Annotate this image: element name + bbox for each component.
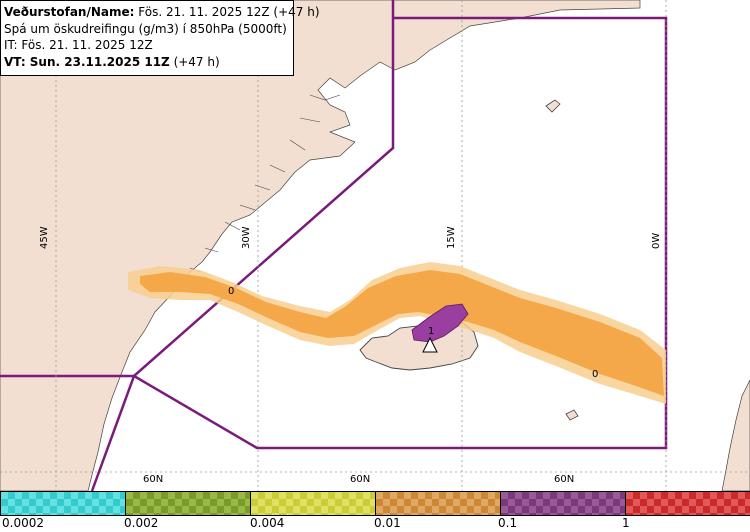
issue-time: IT: Fös. 21. 11. 2025 12Z [4,38,153,52]
valid-time-line: VT: Sun. 23.11.2025 11Z (+47 h) [4,54,293,71]
colorbar-segment [0,491,126,516]
colorbar-label: 0.002 [124,516,159,530]
faroe-islands [565,409,579,421]
colorbar-label: 0.01 [374,516,401,530]
model-domain-boundary [0,0,668,491]
valid-time-bold: VT: Sun. 23.11.2025 11Z [4,54,170,69]
colorbar-segment [125,491,251,516]
colorbar-segment [625,491,750,516]
graticule [0,0,750,491]
forecast-description: Spá um öskudreifingu (g/m3) í 850hPa (50… [4,21,287,36]
lat-label-left: 60N [143,474,163,485]
lat-label-right: 60N [554,474,574,485]
map-canvas: 45W 30W 15W 0W 60N 60N 60N 0 0 1 [0,0,750,491]
forecast-info-box: Veðurstofan/Name: Fös. 21. 11. 2025 12Z … [0,0,320,76]
lon-label-30w: 30W [241,226,252,249]
greenland-landmass [0,0,641,491]
ash-plume-halo [128,262,666,404]
colorbar-segment [500,491,626,516]
colorbar-labels: 0.0002 0.002 0.004 0.01 0.1 1 [0,516,750,532]
title-line: Veðurstofan/Name: Fös. 21. 11. 2025 12Z … [4,4,320,21]
colorbar-segment [375,491,501,516]
contour-label-core: 1 [428,326,434,337]
valid-time-rest: (+47 h) [169,54,220,69]
norway-coast [721,379,750,491]
ash-plume-main [140,270,664,396]
colorbar-label: 1 [622,516,630,530]
lon-label-45w: 45W [39,226,50,249]
colorbar-label: 0.1 [498,516,518,530]
colorbar-label: 0.0002 [2,516,44,530]
contour-label-west: 0 [228,286,234,297]
ash-plume [128,262,666,404]
title-rest: Fös. 21. 11. 2025 12Z (+47 h) [134,5,320,19]
colorbar-label: 0.004 [250,516,285,530]
ash-plume-core [411,303,469,343]
lon-label-0w: 0W [651,233,662,249]
concentration-colorbar [0,491,750,516]
lon-label-15w: 15W [446,226,457,249]
volcano-marker-icon [422,336,438,353]
title-bold: Veðurstofan/Name: [4,5,135,19]
jan-mayen-island [545,99,561,113]
colorbar-segment [250,491,376,516]
contour-label-east: 0 [592,369,598,380]
lat-label-mid: 60N [350,474,370,485]
